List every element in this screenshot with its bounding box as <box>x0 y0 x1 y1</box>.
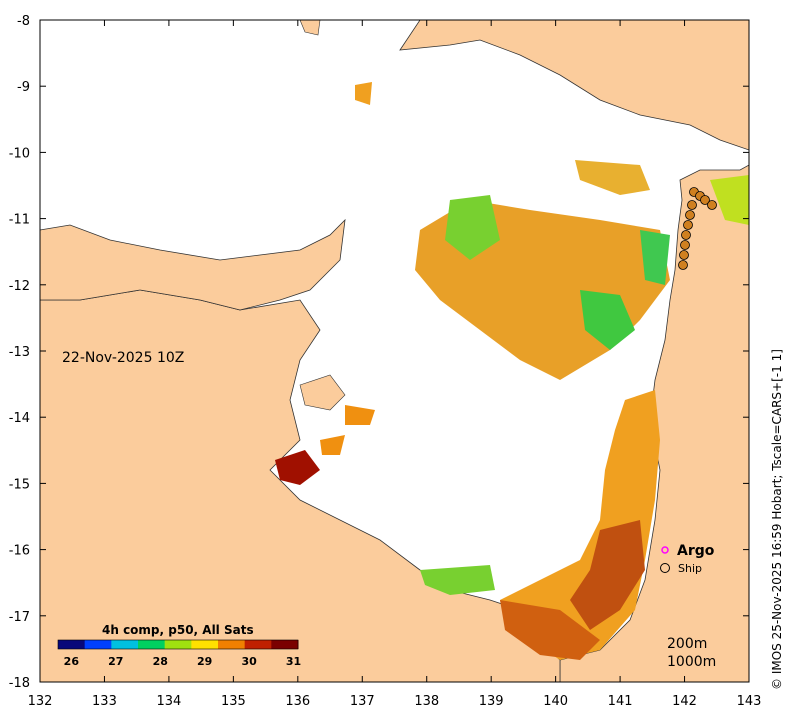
lat-tick-label: -12 <box>9 279 30 294</box>
colorbar-tick-label: 27 <box>108 655 123 668</box>
colorbar-tick-label: 29 <box>197 655 212 668</box>
sst-west-small2 <box>345 405 375 425</box>
sst-west-small <box>320 435 345 455</box>
sst-central-green <box>580 290 635 350</box>
lat-tick-label: -18 <box>9 676 30 691</box>
colorbar-ticks: 26 27 28 29 30 31 <box>64 655 302 668</box>
ship-marker <box>707 200 717 210</box>
lon-tick-label: 133 <box>92 694 117 709</box>
sst-band-hot <box>570 520 645 630</box>
sst-green-east <box>640 230 670 285</box>
sst-upper <box>575 160 650 195</box>
lon-tick-label: 137 <box>350 694 375 709</box>
ship-marker-icon <box>660 563 670 573</box>
lon-tick-label: 141 <box>608 694 633 709</box>
colorbar-segment <box>218 640 246 649</box>
colorbar-segment <box>191 640 219 649</box>
ship-marker <box>685 210 695 220</box>
colorbar-segment <box>111 640 139 649</box>
colorbar-tick-label: 31 <box>286 655 301 668</box>
argo-label: Argo <box>677 543 715 559</box>
lat-tick-label: -10 <box>9 146 30 161</box>
credit-text: © IMOS 25-Nov-2025 16:59 Hobart; Tscale=… <box>770 349 784 690</box>
colorbar: 4h comp, p50, All Sats 26 27 28 29 30 31 <box>57 623 302 668</box>
sst-top-patch <box>355 82 372 105</box>
lat-tick-label: -14 <box>9 411 30 426</box>
date-label: 22-Nov-2025 10Z <box>62 350 184 366</box>
colorbar-segment <box>244 640 272 649</box>
colorbar-ramp <box>58 640 299 649</box>
depth-label-200: 200m <box>667 636 707 652</box>
lat-tick-label: -9 <box>17 80 30 95</box>
ship-marker <box>683 220 693 230</box>
sst-band-south <box>500 600 600 660</box>
colorbar-segment <box>58 640 86 649</box>
colorbar-segment <box>138 640 166 649</box>
lon-tick-label: 143 <box>737 694 762 709</box>
lon-tick-label: 142 <box>672 694 697 709</box>
colorbar-segment <box>164 640 192 649</box>
lat-tick-label: -17 <box>9 610 30 625</box>
lon-tick-label: 134 <box>156 694 181 709</box>
depth-label-1000: 1000m <box>667 654 716 670</box>
sst-hot-west <box>275 450 320 485</box>
lat-tick-label: -13 <box>9 345 30 360</box>
lon-tick-label: 140 <box>543 694 568 709</box>
lon-tick-label: 138 <box>414 694 439 709</box>
lon-tick-label: 139 <box>479 694 504 709</box>
lon-tick-label: 136 <box>285 694 310 709</box>
ship-marker <box>679 250 689 260</box>
lat-tick-label: -11 <box>9 213 30 228</box>
lat-tick-label: -16 <box>9 544 30 559</box>
colorbar-tick-label: 30 <box>241 655 257 668</box>
colorbar-tick-label: 28 <box>153 655 168 668</box>
sst-south-green <box>420 565 495 595</box>
land-arnhem <box>39 218 346 311</box>
colorbar-border <box>57 639 299 650</box>
land-island-1 <box>299 374 346 411</box>
sst-patches <box>275 82 749 660</box>
colorbar-segment <box>84 640 112 649</box>
map-axes: 132 133 134 135 136 137 138 139 140 141 142 143 -8 -9… <box>9 14 762 709</box>
lat-tick-label: -8 <box>17 14 30 29</box>
ship-marker <box>700 195 710 205</box>
colorbar-title: 4h comp, p50, All Sats <box>102 623 254 637</box>
ship-marker <box>680 240 690 250</box>
lon-tick-label: 132 <box>28 694 53 709</box>
sst-far-east <box>710 175 749 225</box>
ship-marker <box>687 200 697 210</box>
ship-markers <box>678 187 717 270</box>
ship-label: Ship <box>678 562 702 575</box>
lon-tick-label: 135 <box>221 694 246 709</box>
colorbar-segment <box>271 640 299 649</box>
argo-marker-icon <box>661 546 669 554</box>
colorbar-tick-label: 26 <box>64 655 80 668</box>
lat-tick-label: -15 <box>9 477 30 492</box>
ship-marker <box>681 230 691 240</box>
sst-west-green <box>445 195 500 260</box>
ship-marker <box>678 260 688 270</box>
